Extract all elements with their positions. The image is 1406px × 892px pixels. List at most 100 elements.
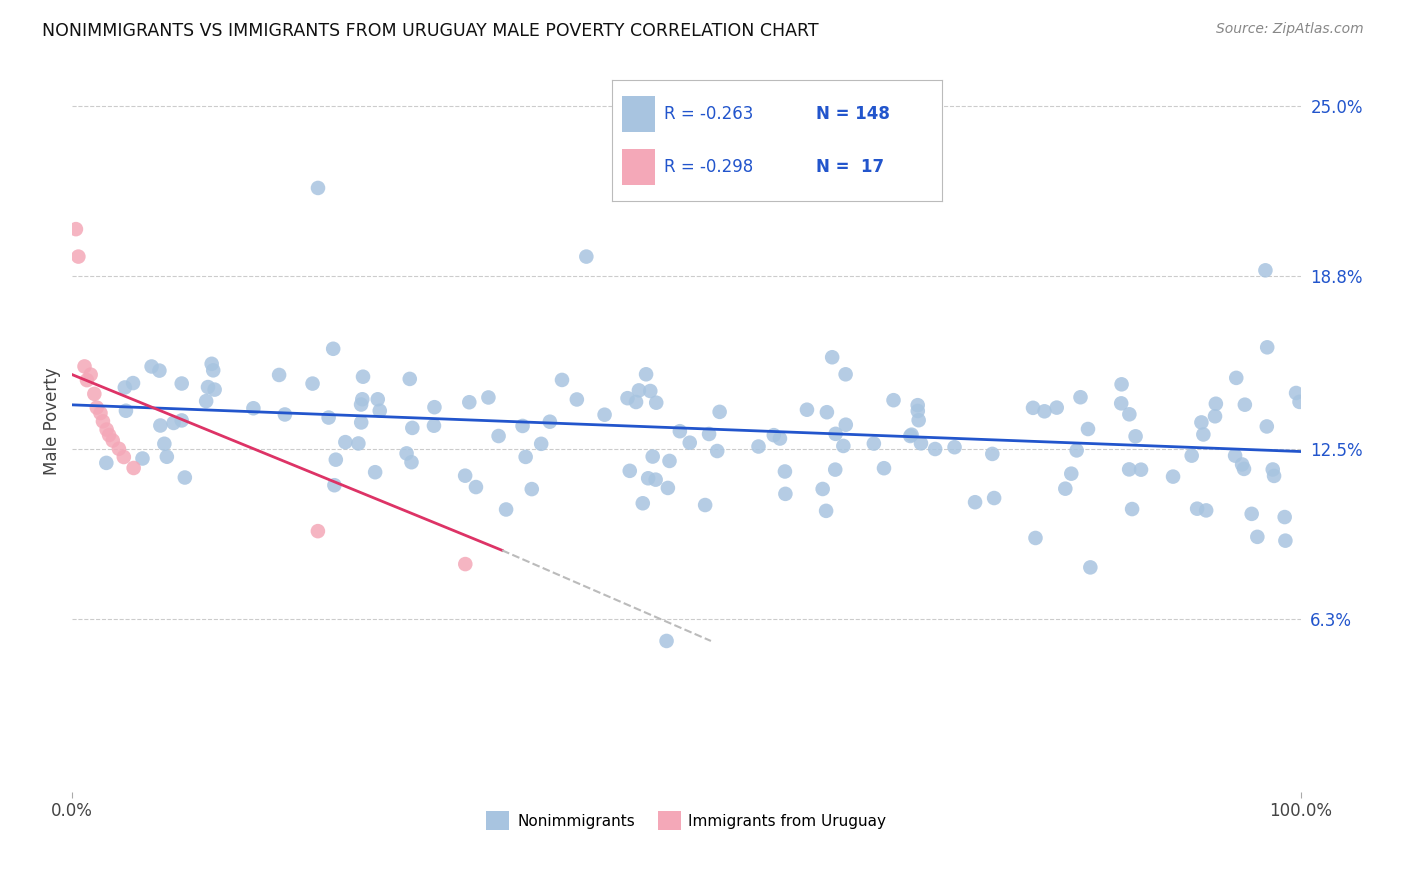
Point (1024, 531, 1046, 545)
Point (108, 442, 131, 456)
Point (669, 424, 692, 438)
Point (1254, 263, 1277, 277)
Point (350, 398, 373, 412)
Point (274, 408, 297, 422)
Point (423, 418, 446, 433)
Point (943, 440, 966, 454)
Point (170, 376, 193, 391)
Point (352, 369, 374, 384)
Point (83, 387, 105, 401)
Point (1125, 429, 1147, 443)
Point (1288, 395, 1310, 409)
Point (76, 373, 98, 387)
Point (907, 398, 929, 412)
Point (636, 368, 658, 382)
Point (1192, 427, 1215, 442)
Point (454, 468, 477, 483)
Point (655, 634, 678, 648)
Point (835, 417, 858, 432)
Point (900, 427, 922, 442)
Point (307, 524, 329, 538)
Point (495, 502, 517, 516)
Point (162, 416, 184, 430)
Point (773, 465, 796, 479)
Point (624, 395, 647, 409)
Point (89, 406, 111, 420)
Point (322, 342, 344, 356)
Point (631, 496, 654, 510)
Point (1111, 377, 1133, 392)
Point (454, 557, 477, 571)
Point (821, 351, 844, 365)
Point (1230, 458, 1253, 472)
Point (368, 403, 391, 417)
Point (645, 395, 668, 409)
Point (1118, 407, 1140, 421)
Point (458, 395, 481, 409)
Point (1256, 340, 1278, 354)
Point (910, 436, 932, 450)
Point (395, 446, 418, 460)
Point (641, 450, 664, 464)
Point (1274, 533, 1296, 548)
Point (775, 487, 797, 501)
Text: Source: ZipAtlas.com: Source: ZipAtlas.com (1216, 22, 1364, 37)
Point (538, 415, 561, 429)
Point (197, 380, 219, 394)
Point (907, 404, 929, 418)
Point (1225, 371, 1247, 385)
Point (616, 391, 638, 405)
Point (1285, 386, 1308, 401)
Point (1078, 560, 1101, 574)
Point (811, 482, 834, 496)
Point (644, 473, 666, 487)
Point (1066, 443, 1088, 458)
Point (1033, 404, 1056, 418)
Point (202, 363, 225, 377)
Point (173, 470, 195, 484)
Point (898, 429, 921, 443)
Point (832, 439, 855, 453)
Point (1246, 530, 1268, 544)
Text: NONIMMIGRANTS VS IMMIGRANTS FROM URUGUAY MALE POVERTY CORRELATION CHART: NONIMMIGRANTS VS IMMIGRANTS FROM URUGUAY… (42, 22, 818, 40)
Point (637, 471, 659, 485)
Point (697, 427, 720, 442)
Point (1189, 416, 1212, 430)
Point (834, 368, 856, 382)
Point (551, 373, 574, 387)
Point (658, 454, 681, 468)
Point (824, 462, 846, 476)
Point (352, 392, 374, 407)
Point (96, 456, 118, 470)
Point (1185, 501, 1208, 516)
Point (796, 402, 818, 417)
Point (423, 400, 446, 414)
Point (981, 447, 1004, 461)
Point (323, 478, 346, 492)
Point (1274, 510, 1296, 524)
Point (1233, 462, 1256, 476)
Point (112, 450, 135, 464)
Point (170, 413, 193, 427)
Point (824, 426, 846, 441)
Point (156, 450, 179, 464)
Point (965, 495, 987, 509)
Point (873, 461, 896, 475)
Point (520, 482, 543, 496)
Point (863, 436, 886, 450)
Point (141, 359, 163, 374)
Point (657, 481, 679, 495)
Point (1054, 482, 1077, 496)
Point (350, 416, 373, 430)
Point (465, 480, 488, 494)
Point (325, 452, 347, 467)
Point (593, 408, 616, 422)
Point (269, 368, 291, 382)
Point (79, 368, 101, 382)
Point (488, 429, 510, 443)
Legend: Nonimmigrants, Immigrants from Uruguay: Nonimmigrants, Immigrants from Uruguay (481, 805, 893, 836)
Point (512, 419, 534, 434)
Point (201, 357, 224, 371)
Point (815, 405, 838, 419)
Point (1181, 449, 1204, 463)
